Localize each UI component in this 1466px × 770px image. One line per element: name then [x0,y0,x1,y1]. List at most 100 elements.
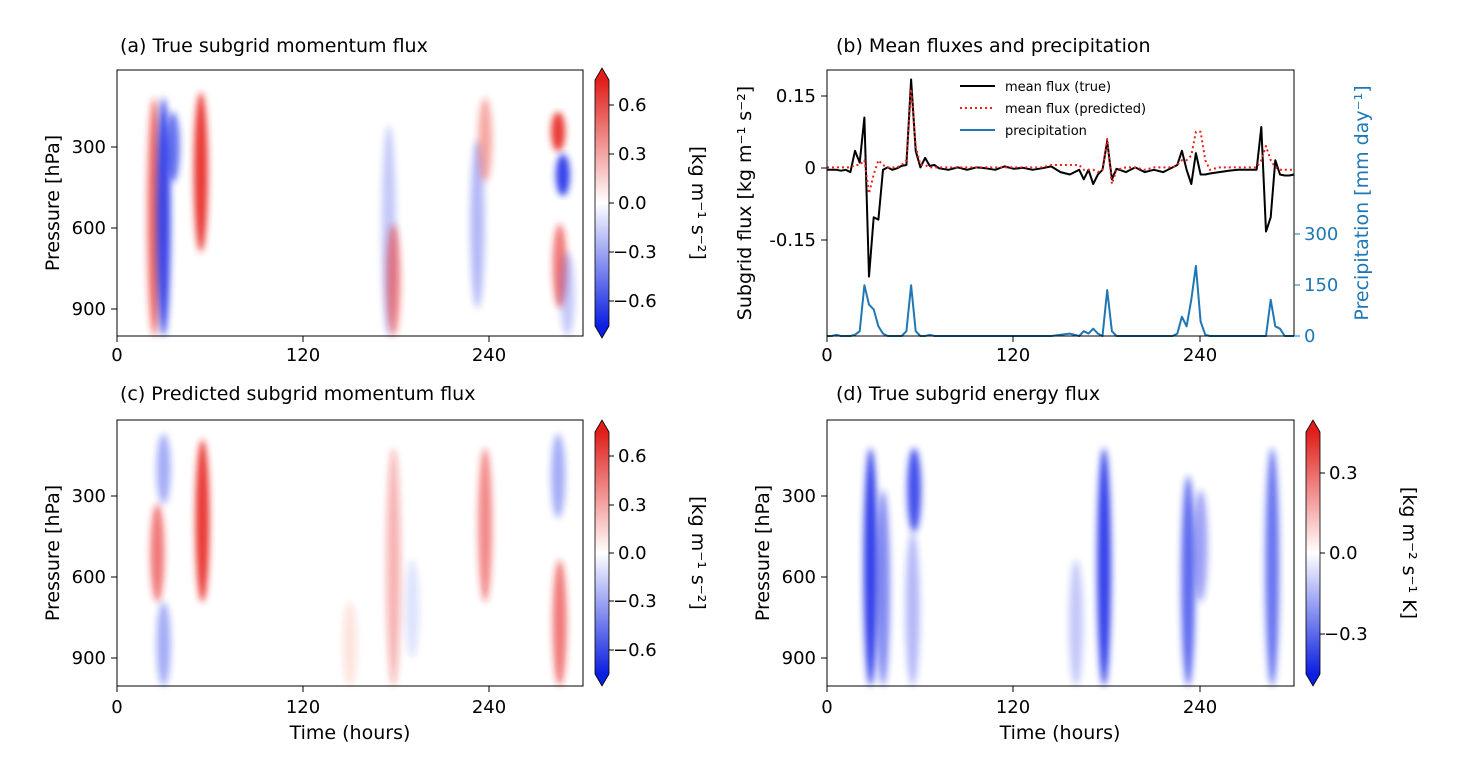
panel-d-plot-area [827,420,1294,686]
panel-a-frame [116,69,584,337]
legend-label: mean flux (true) [1005,80,1111,95]
panel-b: (b) Mean fluxes and precipitation 0.15 0… [734,35,1373,366]
series-line-mean-flux-predicted [827,88,1294,195]
colorbar-tick-label: 0.0 [618,193,647,214]
panel-d-yticks: 300 600 900 [782,486,827,669]
colorbar-extend-max [595,420,609,432]
series-line-mean-flux-true [827,78,1295,278]
colorbar-tick-label: 0.3 [618,144,647,165]
legend-label: precipitation [1005,124,1087,139]
heatmap-negative-cell [560,252,575,336]
colorbar-extend-max [595,68,609,80]
panel-a-plot-area [117,70,583,336]
panel-d-xlabel: Time (hours) [999,722,1121,744]
colorbar-tick-label: 0.3 [1329,463,1358,484]
heatmap-negative-cell [405,560,420,658]
heatmap-positive-cell [343,602,357,686]
panel-b-xticks: 0 120 240 [821,336,1217,366]
colorbar-label: [kg m⁻² s⁻¹ K] [1398,487,1420,619]
heatmap-positive-cell [552,560,567,686]
panel-c-frame [116,419,584,687]
panel-c-ylabel: Pressure [hPa] [42,485,64,621]
panel-c-ytick-label: 900 [72,648,106,669]
panel-a-ytick-label: 900 [72,299,106,320]
panel-b-title: (b) Mean fluxes and precipitation [836,35,1151,57]
colorbar-tick-label: −0.3 [613,591,657,612]
panel-a-xtick-label: 240 [472,345,506,366]
panel-a-xtick-label: 0 [111,345,122,366]
panel-b-ytick-right-label: 150 [1304,275,1338,296]
panel-d-xtick-label: 0 [821,697,832,718]
panel-d-frame [826,419,1295,687]
panel-a-heatmap [147,92,575,336]
panel-b-yticks-right: 300 150 0 [1294,224,1338,347]
panel-b-ylabel-left: Subgrid flux [kg m⁻¹ s⁻²] [734,86,756,320]
panel-d-ylabel: Pressure [hPa] [752,485,774,621]
heatmap-negative-cell [470,140,485,308]
heatmap-positive-cell [478,98,493,182]
panel-a-xtick-label: 120 [286,345,320,366]
colorbar-tick-label: 0.0 [1329,543,1358,564]
panel-a-xticks: 0 120 240 [111,336,506,366]
colorbar-tick-label: −0.6 [613,291,657,312]
panel-c-xticks: 0 120 240 [111,686,506,718]
heatmap-positive-cell [386,224,401,336]
panel-a-ylabel: Pressure [hPa] [42,135,64,271]
panel-d-xticks: 0 120 240 [821,686,1217,718]
heatmap-negative-cell [165,112,180,182]
heatmap-negative-cell [555,154,570,196]
heatmap-negative-cell [907,448,922,532]
panel-a-ytick-label: 600 [72,218,106,239]
panel-b-xtick-label: 240 [1183,345,1217,366]
panel-c-xtick-label: 0 [111,697,122,718]
panel-c-colorbar: 0.6 0.3 0.0 −0.3 −0.6 [kg m⁻¹ s⁻²] [594,419,709,687]
panel-a-yticks: 300 600 900 [72,137,117,320]
heatmap-negative-cell [876,490,891,686]
heatmap-negative-cell [1265,448,1280,686]
colorbar-tick-label: 0.3 [618,495,647,516]
heatmap-negative-cell [905,532,920,686]
heatmap-positive-cell [551,112,566,152]
colorbar-extend-min [595,674,609,686]
panel-c-xlabel: Time (hours) [289,722,411,744]
colorbar-extend-min [1306,674,1320,686]
panel-c-ytick-label: 600 [72,567,106,588]
heatmap-positive-cell [386,448,401,686]
panel-d: (d) True subgrid energy flux 300 600 900… [752,383,1420,744]
colorbar-extend-min [595,326,609,338]
panel-c-yticks: 300 600 900 [72,486,117,669]
colorbar-tick-label: 0.0 [618,543,647,564]
heatmap-negative-cell [863,448,878,686]
panel-c-ytick-label: 300 [72,486,106,507]
heatmap-negative-cell [1097,448,1112,686]
colorbar-extend-max [1306,420,1320,432]
panel-b-ytick-label: -0.15 [769,230,816,251]
panel-b-ytick-label: 0 [805,158,816,179]
panel-d-ytick-label: 600 [782,567,816,588]
colorbar-tick-label: 0.6 [618,95,647,116]
colorbar-gradient [1306,432,1320,674]
heatmap-positive-cell [478,448,493,602]
heatmap-negative-cell [156,434,171,504]
heatmap-positive-cell [193,92,208,252]
panel-b-xtick-label: 120 [996,345,1030,366]
panel-c-heatmap [150,434,567,686]
panel-c-xtick-label: 240 [472,697,506,718]
heatmap-negative-cell [1181,476,1196,686]
colorbar-tick-label: 0.6 [618,446,647,467]
legend-label: mean flux (predicted) [1005,102,1146,117]
panel-a-title: (a) True subgrid momentum flux [120,35,428,57]
heatmap-positive-cell [150,504,165,602]
panel-b-frame [826,69,1295,337]
panel-d-xtick-label: 120 [996,697,1030,718]
panel-c: (c) Predicted subgrid momentum flux 300 … [42,383,709,744]
panel-a: (a) True subgrid momentum flux 300 600 9… [42,35,709,366]
colorbar-label: [kg m⁻¹ s⁻²] [687,496,709,610]
panel-b-legend: mean flux (true) mean flux (predicted) p… [960,80,1146,139]
panel-b-ytick-right-label: 0 [1304,326,1315,347]
panel-d-xtick-label: 240 [1183,697,1217,718]
panel-b-ylabel-right: Precipitation [mm day⁻¹] [1351,85,1373,320]
panel-d-colorbar: 0.3 0.0 −0.3 [kg m⁻² s⁻¹ K] [1305,419,1420,687]
colorbar-gradient [595,80,609,326]
